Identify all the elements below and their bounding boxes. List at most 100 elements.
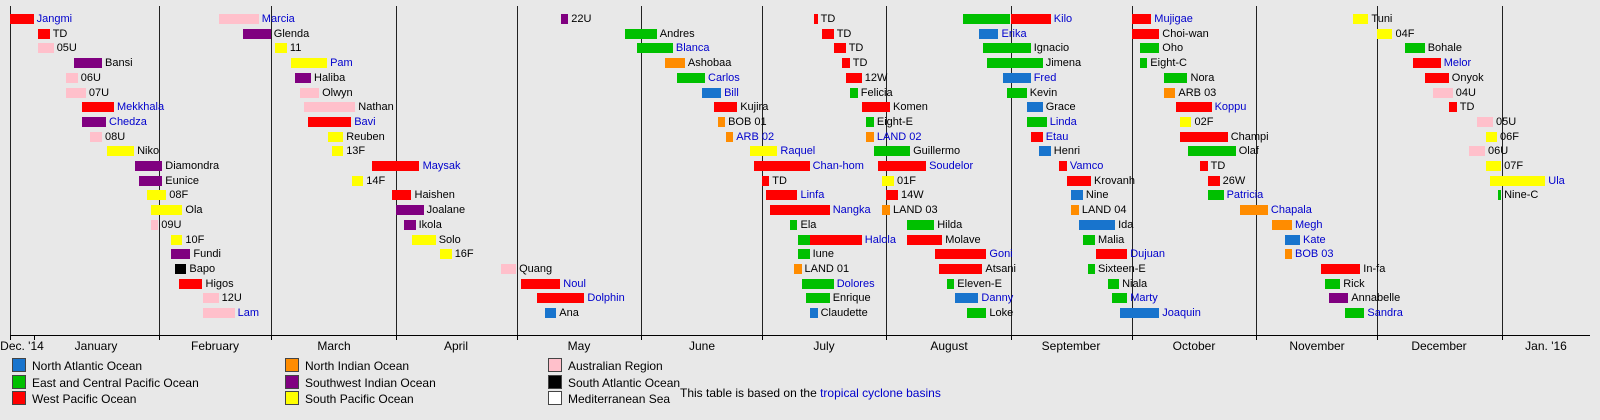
- storm-bar: [1059, 161, 1067, 171]
- storm-label[interactable]: Megh: [1295, 219, 1323, 231]
- month-gridline: [1502, 6, 1503, 335]
- legend-label-aus: Australian Region: [568, 359, 663, 373]
- storm-label[interactable]: Kate: [1303, 234, 1326, 246]
- storm-label[interactable]: Dolores: [836, 278, 875, 290]
- storm-label[interactable]: Kilo: [1053, 13, 1073, 25]
- storm-label[interactable]: Erika: [1001, 28, 1027, 40]
- storm-label: Quang: [519, 263, 553, 275]
- storm-label: Claudette: [820, 307, 868, 319]
- storm-label[interactable]: ARB 02: [736, 131, 775, 143]
- storm-label[interactable]: Mujigae: [1154, 13, 1193, 25]
- storm-bar: [1111, 293, 1128, 303]
- tropical-cyclone-basins-link[interactable]: tropical cyclone basins: [820, 386, 941, 400]
- storm-label[interactable]: Halola: [864, 234, 896, 246]
- month-tick: [762, 335, 763, 340]
- storm-bar: [291, 58, 328, 68]
- storm-label: Annabelle: [1351, 292, 1401, 304]
- storm-bar: [906, 220, 935, 230]
- storm-label[interactable]: Marty: [1130, 292, 1158, 304]
- month-tick: [396, 335, 397, 340]
- storm-bar: [1131, 29, 1160, 39]
- storm-label[interactable]: Chedza: [109, 116, 147, 128]
- storm-bar: [713, 102, 738, 112]
- storm-label[interactable]: Patricia: [1226, 189, 1264, 201]
- storm-label[interactable]: Vamco: [1069, 160, 1104, 172]
- storm-label[interactable]: Linda: [1049, 116, 1077, 128]
- storm-label: TD: [1210, 160, 1226, 172]
- month-label: May: [567, 339, 591, 353]
- storm-label[interactable]: Koppu: [1214, 101, 1247, 113]
- storm-label[interactable]: Goni: [989, 248, 1013, 260]
- storm-label: 10F: [185, 234, 205, 246]
- storm-label[interactable]: Ula: [1548, 175, 1565, 187]
- storm-bar: [749, 146, 778, 156]
- storm-bar: [637, 43, 673, 53]
- storm-label: Malia: [1098, 234, 1125, 246]
- month-label: April: [443, 339, 469, 353]
- storm-label[interactable]: Chapala: [1270, 204, 1312, 216]
- storm-bar: [1179, 132, 1228, 142]
- storm-label[interactable]: Marcia: [261, 13, 295, 25]
- legend-label-wp: West Pacific Ocean: [32, 392, 137, 406]
- storm-label[interactable]: LAND 02: [876, 131, 922, 143]
- storm-label[interactable]: Dujuan: [1130, 248, 1166, 260]
- legend-label-sa: South Atlantic Ocean: [568, 375, 681, 390]
- storm-bar: [1449, 102, 1457, 112]
- storm-label: 01F: [897, 175, 916, 187]
- month-label: December: [1411, 339, 1467, 353]
- storm-label[interactable]: Bill: [724, 87, 739, 99]
- storm-label[interactable]: Dolphin: [587, 292, 625, 304]
- storm-label: 07U: [88, 87, 110, 99]
- storm-label: Jimena: [1045, 57, 1082, 69]
- storm-label[interactable]: BOB 03: [1295, 248, 1334, 260]
- storm-label[interactable]: Pam: [330, 57, 353, 69]
- storm-bar: [878, 161, 927, 171]
- storm-label: Rick: [1343, 278, 1365, 290]
- storm-label[interactable]: Bavi: [354, 116, 376, 128]
- storm-bar: [850, 88, 858, 98]
- storm-label[interactable]: Fred: [1033, 72, 1057, 84]
- storm-bar: [862, 102, 890, 112]
- storm-label: 07F: [1504, 160, 1524, 172]
- storm-label[interactable]: Blanca: [675, 42, 710, 54]
- storm-label: TD: [820, 13, 836, 25]
- storm-label: Ela: [800, 219, 817, 231]
- storm-bar: [1139, 58, 1148, 68]
- storm-label[interactable]: Maysak: [422, 160, 461, 172]
- storm-label[interactable]: Sandra: [1367, 307, 1403, 319]
- storm-label: Fundi: [193, 248, 221, 260]
- storm-label[interactable]: Mekkhala: [117, 101, 165, 113]
- storm-bar: [886, 190, 898, 200]
- storm-label: Sixteen-E: [1098, 263, 1146, 275]
- storm-bar: [906, 235, 943, 245]
- storm-label[interactable]: Noul: [563, 278, 586, 290]
- legend-swatch-med: [548, 391, 562, 405]
- storm-label: BOB 01: [728, 116, 767, 128]
- storm-bar: [82, 102, 115, 112]
- storm-bar: [303, 102, 356, 112]
- storm-label[interactable]: Jangmi: [36, 13, 73, 25]
- storm-label: Eight-E: [876, 116, 913, 128]
- legend-item-sp: South Pacific Ocean: [285, 391, 414, 406]
- storm-label[interactable]: Melor: [1443, 57, 1472, 69]
- storm-label[interactable]: Carlos: [708, 72, 740, 84]
- storm-label[interactable]: Chan-hom: [812, 160, 864, 172]
- storm-label[interactable]: Raquel: [780, 145, 816, 157]
- storm-label[interactable]: Joaquin: [1162, 307, 1201, 319]
- legend-swatch-na: [12, 358, 26, 372]
- storm-label: Champi: [1230, 131, 1269, 143]
- storm-label[interactable]: Soudelor: [929, 160, 974, 172]
- month-gridline: [271, 6, 272, 335]
- storm-bar: [38, 29, 50, 39]
- storm-bar: [299, 88, 320, 98]
- storm-label: Reuben: [346, 131, 385, 143]
- storm-label[interactable]: Danny: [981, 292, 1014, 304]
- legend-swatch-sa: [548, 374, 562, 389]
- storm-bar: [10, 14, 34, 24]
- storm-label[interactable]: Etau: [1045, 131, 1069, 143]
- storm-bar: [866, 117, 874, 127]
- storm-label[interactable]: Lam: [237, 307, 259, 319]
- storm-label[interactable]: Linfa: [800, 189, 825, 201]
- storm-bar: [798, 235, 810, 245]
- storm-label[interactable]: Nangka: [832, 204, 871, 216]
